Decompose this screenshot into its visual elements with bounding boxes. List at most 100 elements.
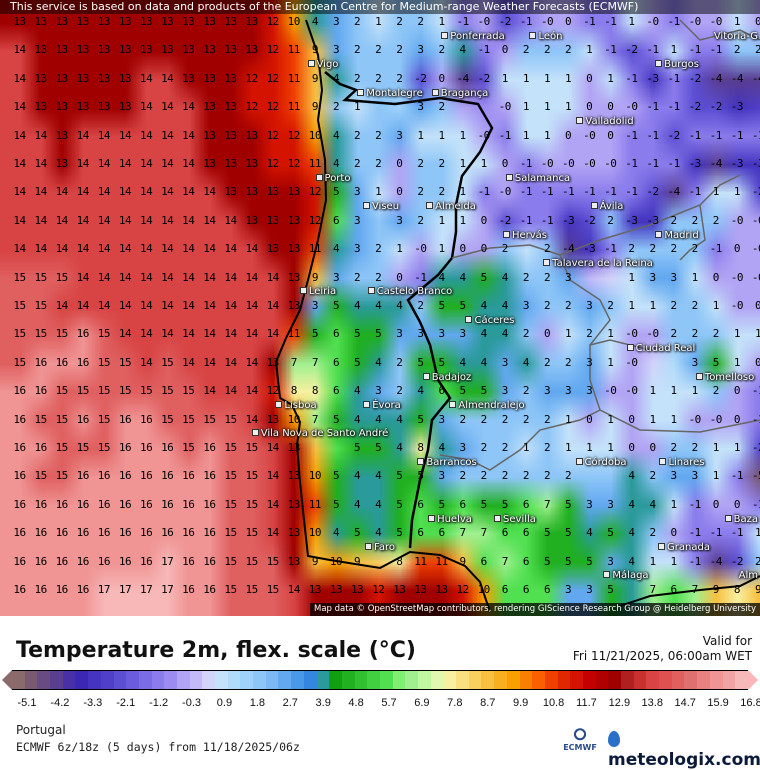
temperature-value: -1 [646, 128, 659, 142]
temperature-value: 7 [691, 583, 699, 596]
temperature-value: 1 [670, 497, 678, 511]
temperature-value: -1 [730, 128, 744, 142]
temperature-value: -0 [477, 128, 491, 142]
temperature-value: 6 [522, 526, 530, 540]
city-marker-icon [626, 344, 634, 352]
temperature-value: -0 [730, 270, 744, 284]
temperature-value: 15 [182, 441, 195, 454]
temperature-value: 7 [501, 554, 509, 568]
temperature-value: 2 [396, 384, 403, 398]
city-marker-icon [494, 514, 502, 522]
temperature-value: -1 [688, 497, 702, 511]
temperature-value: 1 [543, 128, 551, 142]
temperature-value: 14 [118, 185, 132, 199]
temperature-value: 14 [161, 242, 174, 256]
map-attribution[interactable]: Map data © OpenStreetMap contributors, r… [310, 603, 760, 616]
temperature-value: 9 [712, 583, 720, 596]
ecmwf-logo[interactable]: ⭘ ECMWF [562, 727, 598, 753]
temperature-value: 11 [287, 71, 301, 85]
temperature-value: 13 [118, 43, 132, 57]
temperature-value: 1 [670, 43, 678, 57]
temperature-value: 13 [245, 185, 258, 199]
temperature-value: 15 [13, 270, 26, 284]
temperature-value: -0 [709, 412, 723, 426]
temperature-value: 15 [266, 583, 280, 596]
temperature-value: 14 [139, 185, 153, 199]
temperature-value: 12 [266, 128, 280, 142]
temperature-value: 16 [203, 554, 216, 568]
temperature-value: 17 [161, 583, 174, 596]
temperature-value: 2 [649, 526, 656, 540]
city-name: Granada [667, 541, 710, 553]
temperature-value: 2 [586, 327, 593, 341]
temperature-value: -0 [646, 327, 659, 341]
temperature-value: 5 [607, 526, 614, 540]
temperature-value: 14 [203, 242, 216, 256]
color-swatch [557, 671, 571, 689]
temperature-value: 3 [501, 355, 509, 369]
temperature-value: 1 [607, 71, 614, 85]
temperature-value: 8 [417, 441, 424, 454]
temperature-value: 14 [224, 242, 237, 256]
temperature-value: 3 [332, 270, 340, 284]
temperature-value: 1 [649, 299, 656, 312]
color-swatch [367, 671, 380, 689]
city-marker-icon [465, 315, 473, 323]
temperature-value: 0 [733, 497, 741, 511]
city-name: Vigo [316, 59, 339, 71]
temperature-value: 3 [459, 327, 467, 341]
temperature-value: 14 [161, 327, 174, 341]
temperature-value: 15 [118, 355, 132, 369]
temperature-value: 1 [733, 355, 741, 369]
temperature-value: 1 [565, 71, 572, 85]
temperature-value: 13 [245, 213, 258, 227]
temperature-value: 5 [501, 497, 509, 511]
temperature-value: -2 [688, 100, 702, 114]
temperature-value: -1 [688, 43, 702, 57]
temperature-value: 16 [118, 412, 132, 426]
temperature-value: 13 [55, 43, 69, 57]
temperature-value: 15 [34, 469, 47, 483]
temperature-value: 14 [182, 213, 195, 227]
city-label: Almeida [426, 201, 476, 212]
temperature-value: 2 [522, 384, 530, 398]
temperature-value: 14 [287, 583, 301, 596]
temperature-value: 16 [182, 583, 195, 596]
temperature-value: 4 [501, 299, 509, 312]
color-swatch [316, 671, 330, 689]
temperature-value: 4 [332, 128, 340, 142]
scale-tick-label: 15.9 [707, 697, 729, 709]
city-marker-icon [590, 202, 598, 210]
color-swatch [621, 671, 634, 689]
temperature-value: 2 [754, 43, 760, 57]
color-swatch [608, 671, 621, 689]
temperature-value: 13 [245, 15, 258, 28]
temperature-value: 12 [245, 100, 258, 114]
temperature-value: 4 [375, 412, 382, 426]
temperature-value: -2 [625, 43, 638, 57]
meteologix-logo[interactable]: meteologix.com [608, 730, 760, 770]
temperature-value: 4 [311, 15, 319, 28]
temperature-value: 14 [182, 327, 195, 341]
color-swatch [88, 671, 101, 689]
temperature-value: 13 [203, 15, 216, 28]
temperature-value: 1 [375, 15, 382, 28]
temperature-value: 2 [332, 100, 340, 114]
temperature-value: -1 [625, 185, 638, 199]
temperature-value: 6 [332, 213, 340, 227]
temperature-value: 12 [287, 128, 301, 142]
temperature-value: 2 [691, 299, 699, 312]
temperature-value: 16 [203, 583, 216, 596]
scale-tick-label: 7.8 [447, 697, 463, 709]
temperature-value: -1 [688, 128, 702, 142]
temperature-value: -3 [561, 213, 575, 227]
temperature-value: 15 [55, 441, 69, 454]
temperature-value: 15 [97, 412, 111, 426]
region-name: Portugal [16, 723, 66, 737]
temperature-value: -2 [498, 213, 512, 227]
city-name: Alm [738, 570, 758, 582]
temperature-value: 13 [287, 469, 301, 483]
temperature-map[interactable]: 13 13 13 13 13 13 13 13 13 13 13 13 12 10 4 3 2 1 2 2 1 -1 -0-… [0, 0, 760, 616]
color-swatch [164, 671, 177, 689]
temperature-value: 0 [396, 157, 403, 170]
